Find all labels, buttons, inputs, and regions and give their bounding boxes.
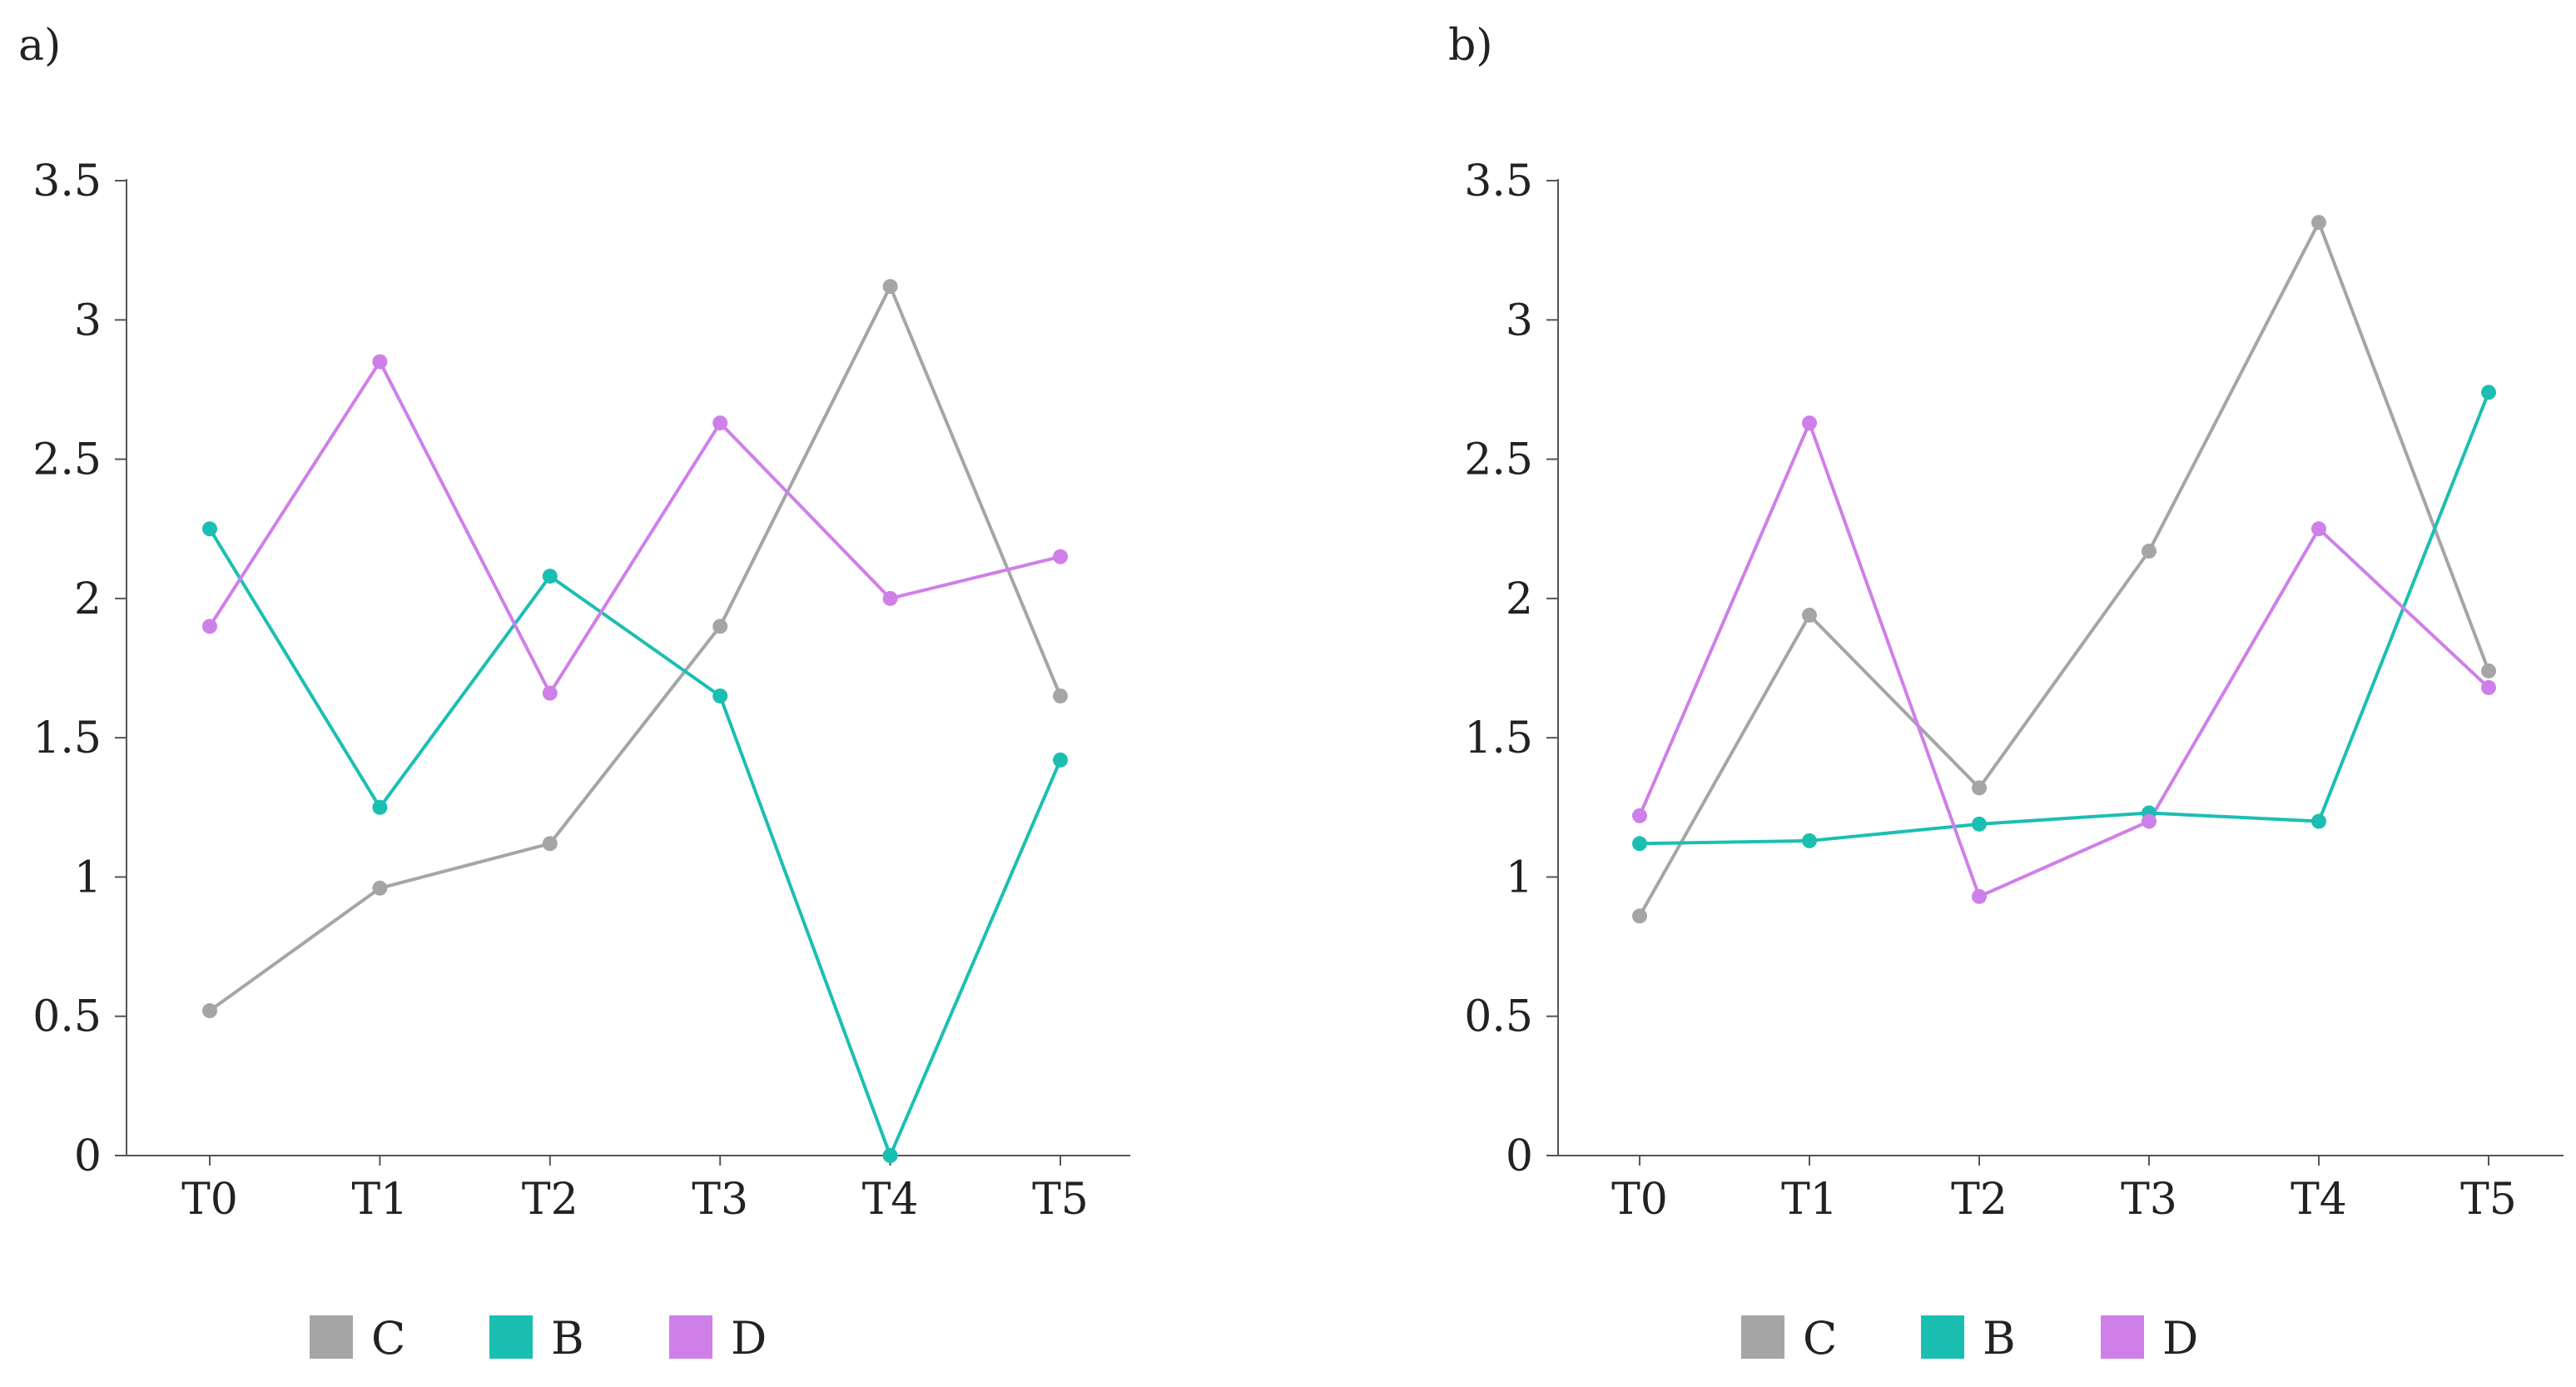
x-tick-label: T2 bbox=[1951, 1175, 2008, 1225]
data-point-D-T3 bbox=[712, 415, 728, 431]
data-point-D-T0 bbox=[1632, 808, 1647, 823]
series-line-D bbox=[1638, 421, 2490, 898]
y-tick-label: 1.5 bbox=[1464, 713, 1533, 763]
data-point-B-T5 bbox=[1053, 752, 1068, 768]
data-point-D-T4 bbox=[882, 590, 898, 606]
y-tick-label: 1.5 bbox=[32, 713, 102, 763]
data-point-B-T1 bbox=[372, 799, 388, 815]
panel-label: a) bbox=[18, 21, 61, 71]
data-point-C-T1 bbox=[1802, 607, 1817, 623]
data-point-D-T2 bbox=[542, 685, 558, 701]
y-tick-label: 0 bbox=[74, 1131, 102, 1181]
y-tick-label: 3 bbox=[1506, 296, 1533, 346]
y-tick-label: 0.5 bbox=[1464, 992, 1533, 1042]
series-line-B bbox=[208, 528, 1062, 1157]
data-point-C-T0 bbox=[202, 1003, 217, 1019]
y-tick-label: 1 bbox=[74, 853, 102, 902]
series-line-B bbox=[1639, 391, 2490, 846]
data-point-D-T4 bbox=[2311, 521, 2326, 537]
panel-label: b) bbox=[1448, 21, 1493, 71]
data-point-B-T2 bbox=[542, 569, 558, 584]
legend-label-B: B bbox=[1983, 1312, 2016, 1365]
legend-swatch-C bbox=[310, 1315, 353, 1359]
data-point-C-T5 bbox=[2481, 663, 2496, 679]
series-line-D bbox=[208, 360, 1061, 695]
x-tick-label: T5 bbox=[2460, 1175, 2517, 1225]
data-point-C-T0 bbox=[1632, 908, 1647, 924]
legend-label-D: D bbox=[2162, 1312, 2198, 1365]
x-tick-label: T4 bbox=[862, 1175, 919, 1225]
legend-label-D: D bbox=[731, 1312, 767, 1365]
data-point-B-T1 bbox=[1802, 833, 1817, 848]
data-point-C-T5 bbox=[1053, 688, 1068, 703]
data-point-C-T4 bbox=[882, 279, 898, 295]
data-point-C-T3 bbox=[712, 619, 728, 634]
data-point-D-T1 bbox=[1802, 415, 1817, 431]
data-point-D-T5 bbox=[1053, 549, 1068, 564]
legend-label-C: C bbox=[371, 1312, 405, 1365]
x-tick-label: T3 bbox=[692, 1175, 748, 1225]
series-line-C bbox=[208, 285, 1062, 1012]
chart-panel-a: a) 0 0.5 1 1.5 2 2.5 3 3.5 T0 T1 T2 T3 T4 T5 C B D bbox=[18, 21, 1130, 1365]
y-tick-label: 2.5 bbox=[1464, 435, 1533, 485]
data-point-B-T0 bbox=[1632, 836, 1647, 852]
x-tick-label: T0 bbox=[1611, 1175, 1668, 1225]
data-point-B-T5 bbox=[2481, 385, 2496, 400]
x-tick-label: T0 bbox=[181, 1175, 238, 1225]
y-tick-label: 2 bbox=[1506, 574, 1533, 624]
legend-label-B: B bbox=[551, 1312, 584, 1365]
series-line-C bbox=[1638, 221, 2490, 917]
legend-swatch-B bbox=[1921, 1315, 1964, 1359]
x-tick-label: T4 bbox=[2291, 1175, 2347, 1225]
y-tick-label: 0.5 bbox=[32, 992, 102, 1042]
legend-swatch-C bbox=[1741, 1315, 1784, 1359]
data-point-C-T2 bbox=[542, 836, 558, 852]
data-point-B-T0 bbox=[202, 521, 217, 537]
y-tick-label: 2 bbox=[74, 574, 102, 624]
data-point-C-T2 bbox=[1972, 780, 1987, 796]
y-tick-label: 3.5 bbox=[32, 157, 102, 206]
data-point-D-T2 bbox=[1972, 888, 1987, 904]
legend-swatch-D bbox=[2101, 1315, 2144, 1359]
x-tick-label: T1 bbox=[1781, 1175, 1838, 1225]
data-point-C-T3 bbox=[2142, 543, 2157, 559]
data-point-D-T5 bbox=[2481, 679, 2496, 695]
x-tick-label: T1 bbox=[352, 1175, 409, 1225]
legend-swatch-B bbox=[489, 1315, 533, 1359]
x-tick-label: T5 bbox=[1032, 1175, 1089, 1225]
y-tick-label: 0 bbox=[1506, 1131, 1533, 1181]
y-tick-label: 3.5 bbox=[1464, 157, 1533, 206]
data-point-C-T1 bbox=[372, 880, 388, 896]
chart-panel-b: b) 0 0.5 1 1.5 2 2.5 3 3.5 T0 T1 T2 T3 T4 T5 C B D bbox=[1448, 21, 2564, 1365]
data-point-B-T4 bbox=[2311, 813, 2326, 829]
data-point-D-T3 bbox=[2142, 813, 2157, 829]
legend-label-C: C bbox=[1803, 1312, 1837, 1365]
data-point-B-T4 bbox=[882, 1148, 898, 1163]
x-tick-label: T2 bbox=[522, 1175, 578, 1225]
y-tick-label: 1 bbox=[1506, 853, 1533, 902]
y-tick-label: 2.5 bbox=[32, 435, 102, 485]
data-point-D-T1 bbox=[372, 354, 388, 370]
data-point-D-T0 bbox=[202, 619, 217, 634]
data-point-B-T2 bbox=[1972, 816, 1987, 832]
data-point-B-T3 bbox=[712, 688, 728, 703]
legend-swatch-D bbox=[669, 1315, 712, 1359]
y-tick-label: 3 bbox=[74, 296, 102, 346]
x-tick-label: T3 bbox=[2121, 1175, 2177, 1225]
data-point-C-T4 bbox=[2311, 215, 2326, 231]
